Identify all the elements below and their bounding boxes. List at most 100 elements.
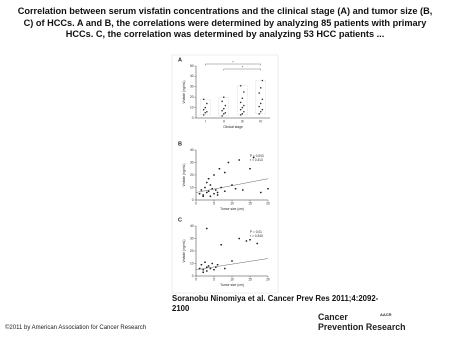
data-point xyxy=(243,104,245,107)
data-point xyxy=(202,271,205,274)
data-point xyxy=(222,107,225,110)
logo: Cancer Prevention Research xyxy=(318,312,406,332)
x-tick-label: 0 xyxy=(195,202,197,206)
data-point xyxy=(223,190,226,193)
y-axis-label: Visfatin (ng/mL) xyxy=(182,239,186,262)
y-tick-label: 30 xyxy=(190,160,194,164)
y-tick-label: 50 xyxy=(190,64,194,68)
data-point xyxy=(218,167,221,170)
logo-line: Cancer xyxy=(318,312,348,322)
data-point xyxy=(213,268,215,271)
data-point xyxy=(227,161,230,164)
data-point xyxy=(243,91,245,93)
data-point xyxy=(205,191,208,194)
x-tick-label: 5 xyxy=(213,278,215,282)
box xyxy=(237,85,248,116)
data-point xyxy=(259,87,262,89)
data-point xyxy=(213,192,215,195)
y-tick-label: 40 xyxy=(190,224,194,228)
data-point xyxy=(200,263,203,266)
data-point xyxy=(204,106,207,109)
data-point xyxy=(224,104,227,107)
data-point xyxy=(241,113,244,115)
citation-line: 2100 xyxy=(172,303,190,313)
y-tick-label: 40 xyxy=(190,74,194,78)
x-axis-label: Tumor size (cm) xyxy=(220,283,244,287)
data-point xyxy=(239,114,242,116)
significance-mark: * xyxy=(242,65,244,69)
data-point xyxy=(238,237,241,240)
title-line: Correlation between serum visfatin conce… xyxy=(17,6,433,16)
data-point xyxy=(214,266,217,269)
box xyxy=(255,80,266,115)
data-point xyxy=(214,189,217,191)
data-point xyxy=(223,171,226,174)
annotation: r = 0.313 xyxy=(250,158,263,162)
data-point xyxy=(231,184,233,186)
y-tick-label: 0 xyxy=(192,274,194,278)
data-point xyxy=(249,238,251,241)
citation: Soranobu Ninomiya et al. Cancer Prev Res… xyxy=(172,294,378,313)
figure-frame xyxy=(171,54,279,294)
y-tick-label: 10 xyxy=(190,105,194,109)
data-point xyxy=(221,100,223,103)
data-point xyxy=(204,261,206,264)
panel-label: B xyxy=(178,141,182,147)
data-point xyxy=(205,266,208,269)
data-point xyxy=(202,114,205,116)
panel-label: A xyxy=(178,57,182,63)
y-tick-label: 10 xyxy=(190,185,194,189)
y-tick-label: 40 xyxy=(190,148,194,152)
citation-line: Soranobu Ninomiya et al. Cancer Prev Res… xyxy=(172,294,379,303)
significance-bracket xyxy=(205,63,261,66)
data-point xyxy=(259,191,262,194)
y-axis-label: Visfatin (ng/mL) xyxy=(182,163,186,186)
logo-line: Prevention Research xyxy=(318,321,406,332)
data-point xyxy=(239,108,242,111)
data-point xyxy=(259,110,262,113)
y-tick-label: 20 xyxy=(190,249,194,253)
y-tick-label: 0 xyxy=(192,198,194,202)
title-line: HCCs. C, the correlation was determined … xyxy=(65,29,385,39)
trend-line xyxy=(195,258,269,270)
y-tick-label: 20 xyxy=(190,95,194,99)
data-point xyxy=(241,97,244,100)
x-tick-label: 15 xyxy=(248,278,252,282)
data-point xyxy=(234,187,237,190)
annotation: P = 0.003 xyxy=(250,154,264,158)
data-point xyxy=(222,96,225,98)
data-point xyxy=(258,113,260,115)
data-point xyxy=(243,110,245,113)
data-point xyxy=(211,262,214,265)
data-point xyxy=(213,174,215,176)
x-tick-label: 20 xyxy=(266,278,270,282)
x-tick-label: I xyxy=(205,119,206,123)
x-tick-label: 0 xyxy=(195,278,197,282)
data-point xyxy=(241,189,244,191)
x-tick-label: II xyxy=(223,119,225,123)
box xyxy=(200,99,211,116)
data-point xyxy=(209,184,212,186)
data-point xyxy=(261,98,264,101)
y-tick-label: 30 xyxy=(190,236,194,240)
data-point xyxy=(220,186,223,189)
data-point xyxy=(216,191,219,194)
annotation: r = 0.340 xyxy=(250,234,263,238)
data-point xyxy=(256,242,259,245)
data-point xyxy=(224,112,227,114)
y-tick-label: 20 xyxy=(190,173,194,177)
data-point xyxy=(267,187,269,190)
data-point xyxy=(202,194,205,196)
data-point xyxy=(249,167,251,170)
data-point xyxy=(258,105,260,108)
data-point xyxy=(261,108,264,111)
data-point xyxy=(259,102,262,105)
y-tick-label: 30 xyxy=(190,85,194,89)
x-tick-label: III xyxy=(241,119,244,123)
x-tick-label: 10 xyxy=(230,278,234,282)
data-point xyxy=(207,265,210,267)
data-point xyxy=(204,186,206,189)
y-axis-label: Visfatin (ng/mL) xyxy=(182,80,186,103)
data-point xyxy=(241,106,244,109)
